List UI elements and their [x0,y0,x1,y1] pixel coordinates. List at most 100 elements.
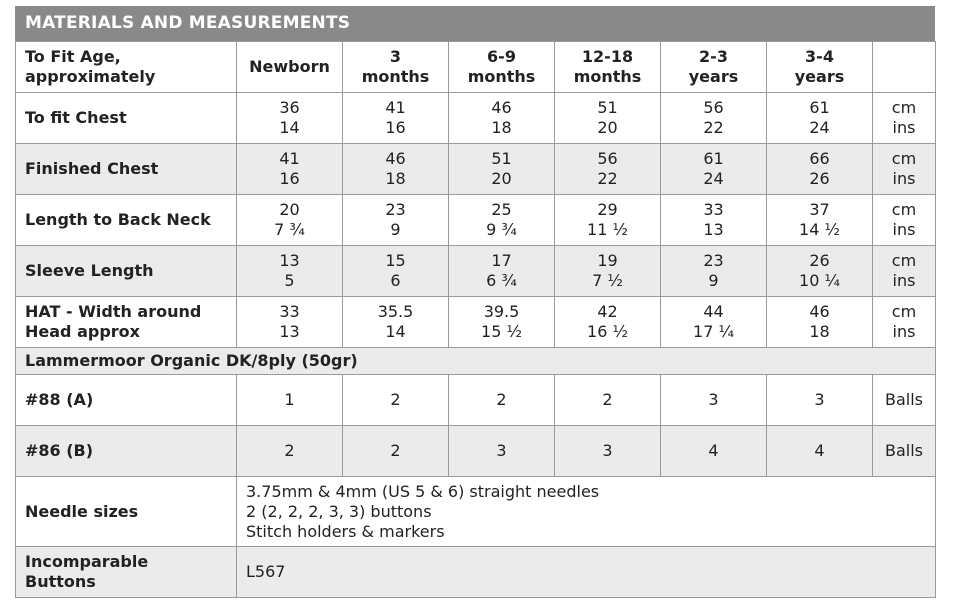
unit-cell: cm ins [872,194,936,246]
unit-ins: ins [892,322,916,341]
buttons-label: Incomparable Buttons [15,546,237,598]
measurement-label-text: Length to Back Neck [25,210,211,229]
size-header-12-18m: 12-18 months [554,41,661,93]
cm-value: 15 [385,251,406,270]
yarn-qty: 2 [554,374,661,426]
unit-ins: ins [892,220,916,239]
measurement-cell: 26 10 ¼ [766,245,873,297]
materials-measurements-panel: MATERIALS AND MEASUREMENTS To Fit Age, a… [15,6,936,598]
yarn-row: #88 (A) 1 2 2 2 3 3 Balls [15,374,936,426]
ins-value: 24 [703,169,724,188]
unit-header-cell [872,41,936,93]
unit-cell: cm ins [872,296,936,348]
measurement-label: Length to Back Neck [15,194,237,246]
size-header-2-3y: 2-3 years [660,41,767,93]
yarn-qty: 3 [766,374,873,426]
age-label-line1: To Fit Age, [25,47,121,66]
measurement-label: Sleeve Length [15,245,237,297]
cm-value: 66 [809,149,830,168]
cm-value: 20 [279,200,300,219]
measurement-cell: 23 9 [660,245,767,297]
cm-value: 23 [703,251,724,270]
size-header-line2: months [573,67,642,86]
needles-label: Needle sizes [15,476,237,547]
measurement-row: HAT - Width around Head approx 33 13 35.5 1… [15,296,936,348]
measurement-row: Length to Back Neck 20 7 ¾ 23 9 25 9 ¾ 29 11… [15,194,936,246]
cm-value: 33 [703,200,724,219]
ins-value: 26 [809,169,830,188]
ins-value: 13 [703,220,724,239]
buttons-count-line: 2 (2, 2, 2, 3, 3) buttons [246,501,432,521]
cm-value: 35.5 [377,302,414,321]
measurement-row: To fit Chest 36 14 41 16 46 18 51 20 56 22 61… [15,92,936,144]
measurement-cell: 15 6 [342,245,449,297]
size-header-line2: months [361,67,430,86]
ins-value: 17 ¼ [693,322,734,341]
unit-cm: cm [891,200,917,219]
measurement-cell: 42 16 ½ [554,296,661,348]
cm-value: 37 [809,200,830,219]
measurement-cell: 56 22 [554,143,661,195]
notions-line: Stitch holders & markers [246,521,445,541]
ins-value: 16 ½ [587,322,628,341]
measurement-cell: 44 17 ¼ [660,296,767,348]
measurement-cell: 61 24 [660,143,767,195]
cm-value: 46 [385,149,406,168]
cm-value: 42 [597,302,618,321]
measurements-table: To Fit Age, approximately Newborn 3 month… [15,41,936,598]
measurement-cell: 29 11 ½ [554,194,661,246]
size-header-3-4y: 3-4 years [766,41,873,93]
measurement-label: HAT - Width around Head approx [15,296,237,348]
cm-value: 26 [809,251,830,270]
cm-value: 56 [703,98,724,117]
unit-cm: cm [891,302,917,321]
ins-value: 14 ½ [799,220,840,239]
cm-value: 29 [597,200,618,219]
measurement-cell: 46 18 [342,143,449,195]
measurement-cell: 51 20 [448,143,555,195]
measurement-cell: 39.5 15 ½ [448,296,555,348]
unit-cm: cm [891,98,917,117]
yarn-row: #86 (B) 2 2 3 3 4 4 Balls [15,425,936,477]
size-header-line1: 2-3 [699,47,728,66]
cm-value: 46 [809,302,830,321]
measurement-cell: 19 7 ½ [554,245,661,297]
size-header-line1: 3 [389,47,402,66]
unit-cell: cm ins [872,245,936,297]
measurement-label: Finished Chest [15,143,237,195]
unit-cell: cm ins [872,143,936,195]
buttons-label-line1: Incomparable [25,552,149,571]
size-header-3m: 3 months [342,41,449,93]
yarn-qty: 2 [236,425,343,477]
ins-value: 13 [279,322,300,341]
unit-cm: cm [891,251,917,270]
ins-value: 24 [809,118,830,137]
cm-value: 51 [491,149,512,168]
age-label-line2: approximately [25,67,156,86]
age-label-cell: To Fit Age, approximately [15,41,237,93]
cm-value: 17 [491,251,512,270]
ins-value: 10 ¼ [799,271,840,290]
measurement-label-text: To fit Chest [25,108,127,127]
ins-value: 14 [279,118,300,137]
measurement-cell: 33 13 [660,194,767,246]
unit-cell: cm ins [872,92,936,144]
needles-line: 3.75mm & 4mm (US 5 & 6) straight needles [246,481,600,501]
measurement-label: To fit Chest [15,92,237,144]
size-header-line1: 6-9 [487,47,516,66]
measurement-cell: 25 9 ¾ [448,194,555,246]
yarn-qty: 2 [448,374,555,426]
size-header-line1: 12-18 [581,47,634,66]
cm-value: 36 [279,98,300,117]
measurement-cell: 37 14 ½ [766,194,873,246]
cm-value: 61 [809,98,830,117]
measurement-cell: 46 18 [766,296,873,348]
measurement-cell: 20 7 ¾ [236,194,343,246]
measurement-cell: 66 26 [766,143,873,195]
measurement-cell: 56 22 [660,92,767,144]
measurement-cell: 17 6 ¾ [448,245,555,297]
yarn-qty: 3 [448,425,555,477]
cm-value: 25 [491,200,512,219]
measurement-cell: 46 18 [448,92,555,144]
ins-value: 6 [390,271,401,290]
